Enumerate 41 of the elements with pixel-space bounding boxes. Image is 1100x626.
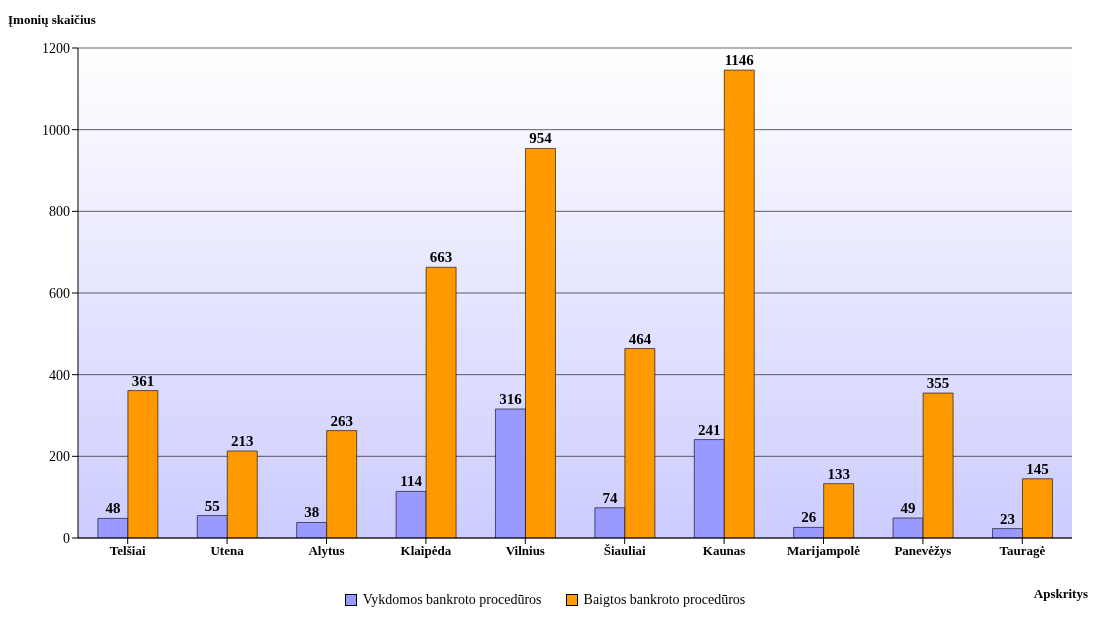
data-label: 1146 xyxy=(724,52,755,69)
x-tick-label: Telšiai xyxy=(109,543,146,559)
y-tick-label: 1000 xyxy=(42,122,70,138)
y-tick-label: 0 xyxy=(63,530,70,546)
y-tick-label: 400 xyxy=(49,367,70,383)
x-tick-label: Vilnius xyxy=(505,543,545,559)
data-label: 48 xyxy=(105,500,121,517)
data-label: 38 xyxy=(304,504,320,521)
legend-label: Baigtos bankroto procedūros xyxy=(583,592,746,608)
data-label: 663 xyxy=(429,249,453,266)
x-tick-label: Šiauliai xyxy=(603,543,647,559)
x-axis-title: Apskritys xyxy=(1033,586,1088,602)
y-tick-label: 800 xyxy=(49,204,70,220)
data-label: 49 xyxy=(900,499,916,516)
x-tick-label: Utena xyxy=(210,543,245,559)
data-label: 355 xyxy=(926,375,950,392)
x-tick-label: Tauragė xyxy=(999,543,1046,559)
data-label: 464 xyxy=(628,330,652,347)
data-label: 213 xyxy=(231,433,254,450)
data-label: 241 xyxy=(698,421,721,438)
x-tick-label: Marijampolė xyxy=(787,543,861,559)
data-label: 23 xyxy=(999,510,1015,527)
data-label: 55 xyxy=(204,497,220,514)
data-label: 263 xyxy=(330,412,353,429)
data-label: 361 xyxy=(131,372,155,389)
x-tick-label: Kaunas xyxy=(702,543,746,559)
data-label: 316 xyxy=(499,390,523,407)
data-label: 133 xyxy=(827,465,850,482)
y-tick-label: 1200 xyxy=(42,40,70,56)
data-label: 145 xyxy=(1026,460,1049,477)
x-tick-label: Klaipėda xyxy=(400,543,452,559)
y-tick-label: 200 xyxy=(49,449,70,465)
data-label: 954 xyxy=(529,130,553,147)
data-label: 26 xyxy=(801,509,817,526)
y-tick-label: 600 xyxy=(49,285,70,301)
data-label: 114 xyxy=(400,473,423,490)
y-axis-title: Įmonių skaičius xyxy=(8,12,96,28)
x-tick-label: Panevėžys xyxy=(894,543,952,559)
x-tick-label: Alytus xyxy=(308,543,345,559)
data-label: 74 xyxy=(602,489,618,506)
legend-label: Vykdomos bankroto procedūros xyxy=(362,592,542,608)
